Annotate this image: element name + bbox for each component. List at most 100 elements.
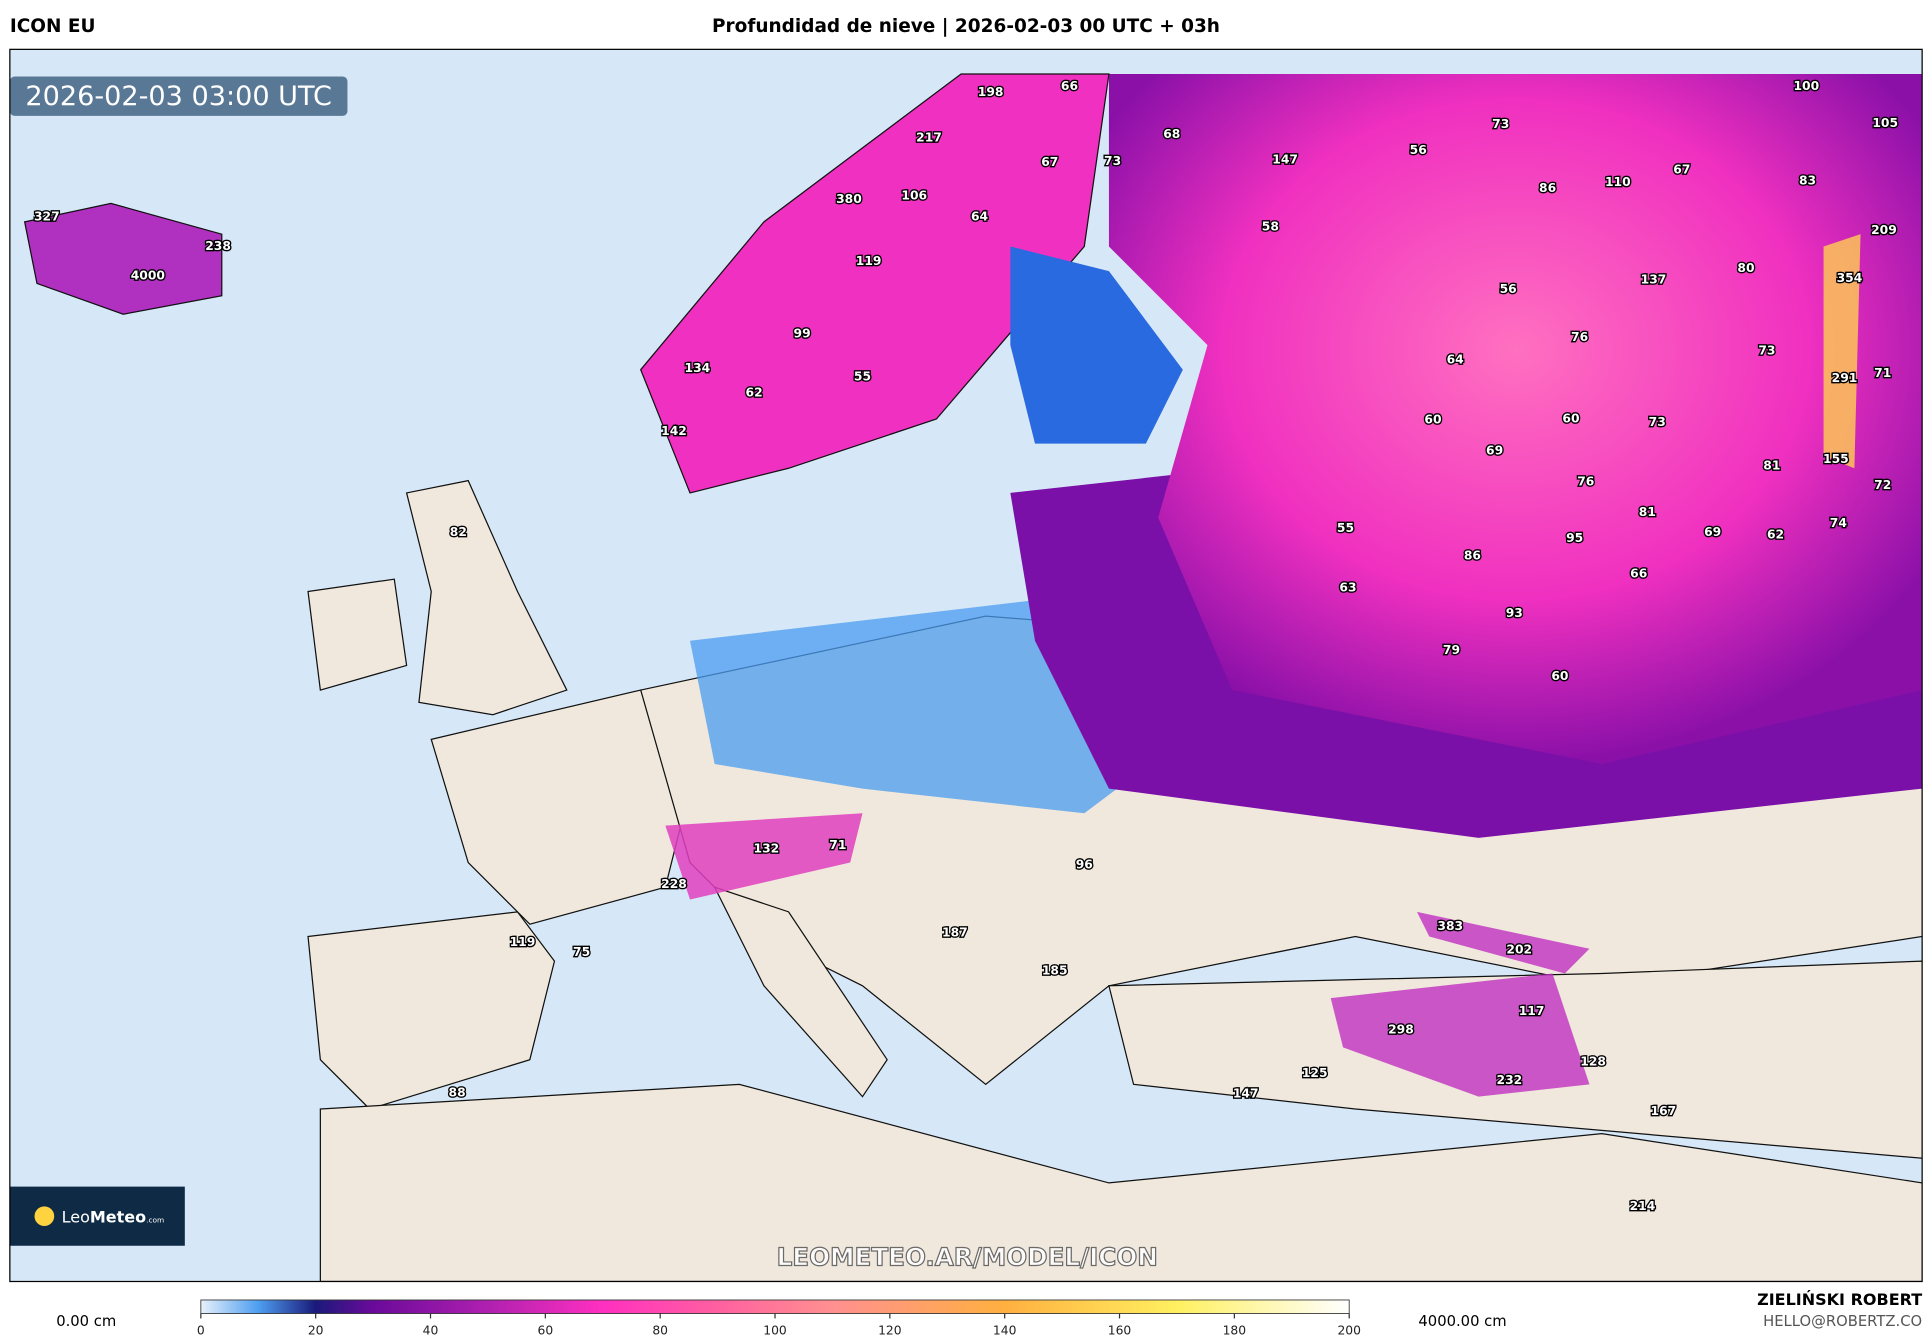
snow-depth-label: 147 bbox=[1272, 153, 1298, 167]
snow-depth-label: 73 bbox=[1758, 344, 1775, 358]
colorbar bbox=[200, 1299, 1350, 1314]
snow-depth-label: 60 bbox=[1562, 411, 1579, 425]
snow-depth-label: 80 bbox=[1737, 261, 1754, 275]
colorbar-tick-label: 60 bbox=[538, 1323, 554, 1337]
alps bbox=[665, 813, 863, 900]
watermark: LEOMETEO.AR/MODEL/ICON bbox=[777, 1242, 1158, 1271]
snow-depth-label: 63 bbox=[1339, 580, 1356, 594]
snow-depth-label: 56 bbox=[1410, 143, 1427, 157]
snow-depth-label: 198 bbox=[978, 85, 1004, 99]
snow-depth-label: 55 bbox=[1337, 521, 1354, 535]
snow-depth-label: 147 bbox=[1233, 1087, 1259, 1101]
snow-depth-label: 95 bbox=[1566, 531, 1583, 545]
snow-depth-label: 81 bbox=[1763, 458, 1780, 472]
logo-sun bbox=[34, 1206, 55, 1227]
snow-russia bbox=[1108, 73, 1923, 764]
snow-depth-label: 327 bbox=[34, 209, 60, 223]
urals bbox=[1823, 234, 1861, 469]
snow-depth-label: 72 bbox=[1874, 478, 1891, 492]
snow-depth-label: 73 bbox=[1649, 415, 1666, 429]
snow-depth-label: 209 bbox=[1871, 223, 1897, 237]
colorbar-tick-label: 40 bbox=[423, 1323, 439, 1337]
snow-depth-label: 4000 bbox=[131, 269, 165, 283]
snow-depth-label: 79 bbox=[1443, 643, 1460, 657]
caucasus-snow bbox=[1416, 911, 1590, 974]
colorbar-tick-label: 120 bbox=[878, 1323, 902, 1337]
snow-depth-label: 354 bbox=[1837, 271, 1863, 285]
italy bbox=[713, 886, 888, 1098]
snow-depth-label: 214 bbox=[1630, 1199, 1656, 1213]
colorbar-tick-label: 80 bbox=[652, 1323, 668, 1337]
map: 327 4000 238 198 66 217 68 67 73 147 380 106 64 58 56 7… bbox=[9, 49, 1923, 1282]
colorbar-tick-label: 180 bbox=[1223, 1323, 1247, 1337]
snow-depth-label: 76 bbox=[1577, 474, 1594, 488]
snow-depth-label: 83 bbox=[1799, 174, 1816, 188]
snow-depth-label: 134 bbox=[685, 361, 711, 375]
colorbar-tick-label: 160 bbox=[1108, 1323, 1132, 1337]
snow-depth-label: 81 bbox=[1639, 505, 1656, 519]
snow-depth-label: 228 bbox=[661, 877, 687, 891]
snow-depth-label: 93 bbox=[1506, 606, 1523, 620]
logo-text: LeoMeteo.com bbox=[62, 1207, 165, 1226]
snow-depth-label: 60 bbox=[1424, 413, 1441, 427]
snow-depth-label: 86 bbox=[1539, 181, 1556, 195]
snow-depth-label: 119 bbox=[856, 254, 882, 268]
snow-depth-label: 119 bbox=[510, 935, 536, 949]
scandinavia bbox=[640, 73, 1110, 494]
logo-suffix: .com bbox=[146, 1215, 164, 1224]
snow-depth-label: 62 bbox=[746, 386, 763, 400]
snow-depth-label: 62 bbox=[1767, 527, 1784, 541]
snow-depth-label: 117 bbox=[1519, 1004, 1545, 1018]
snow-depth-label: 69 bbox=[1486, 444, 1503, 458]
snow-depth-label: 96 bbox=[1076, 858, 1093, 872]
snow-depth-label: 76 bbox=[1571, 330, 1588, 344]
snow-depth-label: 73 bbox=[1492, 117, 1509, 131]
snow-depth-label: 82 bbox=[450, 525, 467, 539]
snow-depth-label: 380 bbox=[836, 192, 862, 206]
timestamp-box bbox=[9, 76, 348, 116]
ireland bbox=[307, 578, 408, 691]
snow-depth-label: 73 bbox=[1104, 154, 1121, 168]
snow-depth-label: 185 bbox=[1042, 963, 1068, 977]
snow-depth-label: 232 bbox=[1497, 1073, 1523, 1087]
timestamp: 2026-02-03 03:00 UTC bbox=[25, 81, 331, 112]
snow-depth-label: 167 bbox=[1651, 1104, 1677, 1118]
snow-depth-label: 67 bbox=[1673, 163, 1690, 177]
turkey-snow bbox=[1330, 973, 1590, 1097]
snow-depth-label: 88 bbox=[449, 1085, 466, 1099]
iceland bbox=[23, 202, 223, 315]
snow-depth-label: 66 bbox=[1630, 567, 1647, 581]
snow-depth-label: 74 bbox=[1830, 516, 1847, 530]
snow-depth-label: 217 bbox=[916, 131, 942, 145]
snow-depth-label: 75 bbox=[573, 945, 590, 959]
snow-depth-label: 106 bbox=[901, 188, 927, 202]
finland bbox=[1010, 246, 1183, 444]
snow-labels: 327 4000 238 198 66 217 68 67 73 147 380 106 64 58 56 7… bbox=[33, 77, 1900, 1214]
logo-light: Leo bbox=[62, 1207, 90, 1226]
model-name: ICON EU bbox=[10, 16, 96, 37]
snow-depth-label: 64 bbox=[971, 209, 988, 223]
snow-depth-label: 58 bbox=[1262, 219, 1279, 233]
snow-depth-label: 187 bbox=[942, 925, 968, 939]
map-frame bbox=[9, 48, 1923, 1283]
snow-depth-label: 125 bbox=[1302, 1066, 1328, 1080]
snow-depth-label: 202 bbox=[1506, 943, 1532, 957]
snow-depth-label: 128 bbox=[1580, 1055, 1606, 1069]
colorbar-tick-label: 0 bbox=[197, 1323, 205, 1337]
snow-depth-label: 137 bbox=[1641, 272, 1667, 286]
britain bbox=[405, 479, 568, 716]
logo-bold: Meteo bbox=[90, 1207, 146, 1226]
colorbar-min: 0.00 cm bbox=[56, 1313, 116, 1330]
snow-depth-label: 71 bbox=[1874, 366, 1891, 380]
snow-depth-label: 298 bbox=[1388, 1023, 1414, 1037]
snow-depth-label: 238 bbox=[205, 239, 231, 253]
snow-depth-label: 66 bbox=[1061, 79, 1078, 93]
colorbar-tick-label: 20 bbox=[308, 1323, 324, 1337]
snow-depth-label: 86 bbox=[1464, 548, 1481, 562]
snow-depth-label: 67 bbox=[1041, 155, 1058, 169]
snow-depth-label: 105 bbox=[1872, 116, 1898, 130]
snow-depth-label: 55 bbox=[854, 370, 871, 384]
snow-depth-label: 99 bbox=[794, 326, 811, 340]
email: HELLO@ROBERTZ.CO bbox=[1763, 1313, 1922, 1330]
